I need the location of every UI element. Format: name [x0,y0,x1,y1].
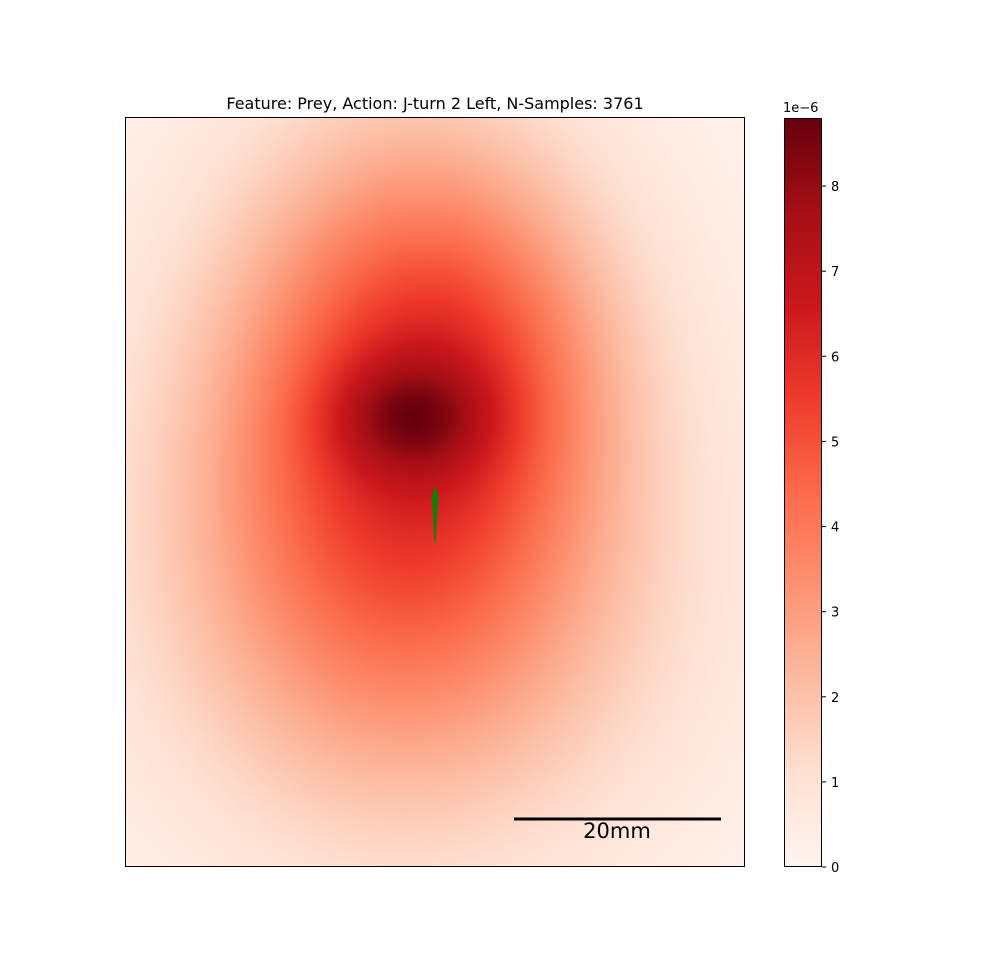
colorbar-tick-label: 0 [831,861,839,876]
colorbar-frame [784,118,822,867]
colorbar-tick-label: 8 [831,180,839,195]
scale-bar-label: 20mm [583,819,651,843]
colorbar-tick-label: 6 [831,350,839,365]
colorbar-tick-label: 2 [831,691,839,706]
colorbar-ticks: 0 1 2 3 4 5 6 7 8 [822,180,839,876]
fish-marker [431,486,439,543]
colorbar-tick-label: 3 [831,606,839,621]
chart-title: Feature: Prey, Action: J-turn 2 Left, N-… [226,94,643,113]
colorbar-tick-label: 4 [831,521,839,536]
colorbar: 1e−6 0 1 2 3 4 5 6 7 8 [783,101,839,876]
colorbar-gradient [784,118,822,867]
colorbar-offset-label: 1e−6 [783,101,818,116]
heatmap-plot: 20mm [125,117,745,867]
colorbar-tick-label: 5 [831,435,839,450]
plot-frame [125,117,745,867]
colorbar-tick-label: 1 [831,776,839,791]
colorbar-tick-label: 7 [831,265,839,280]
